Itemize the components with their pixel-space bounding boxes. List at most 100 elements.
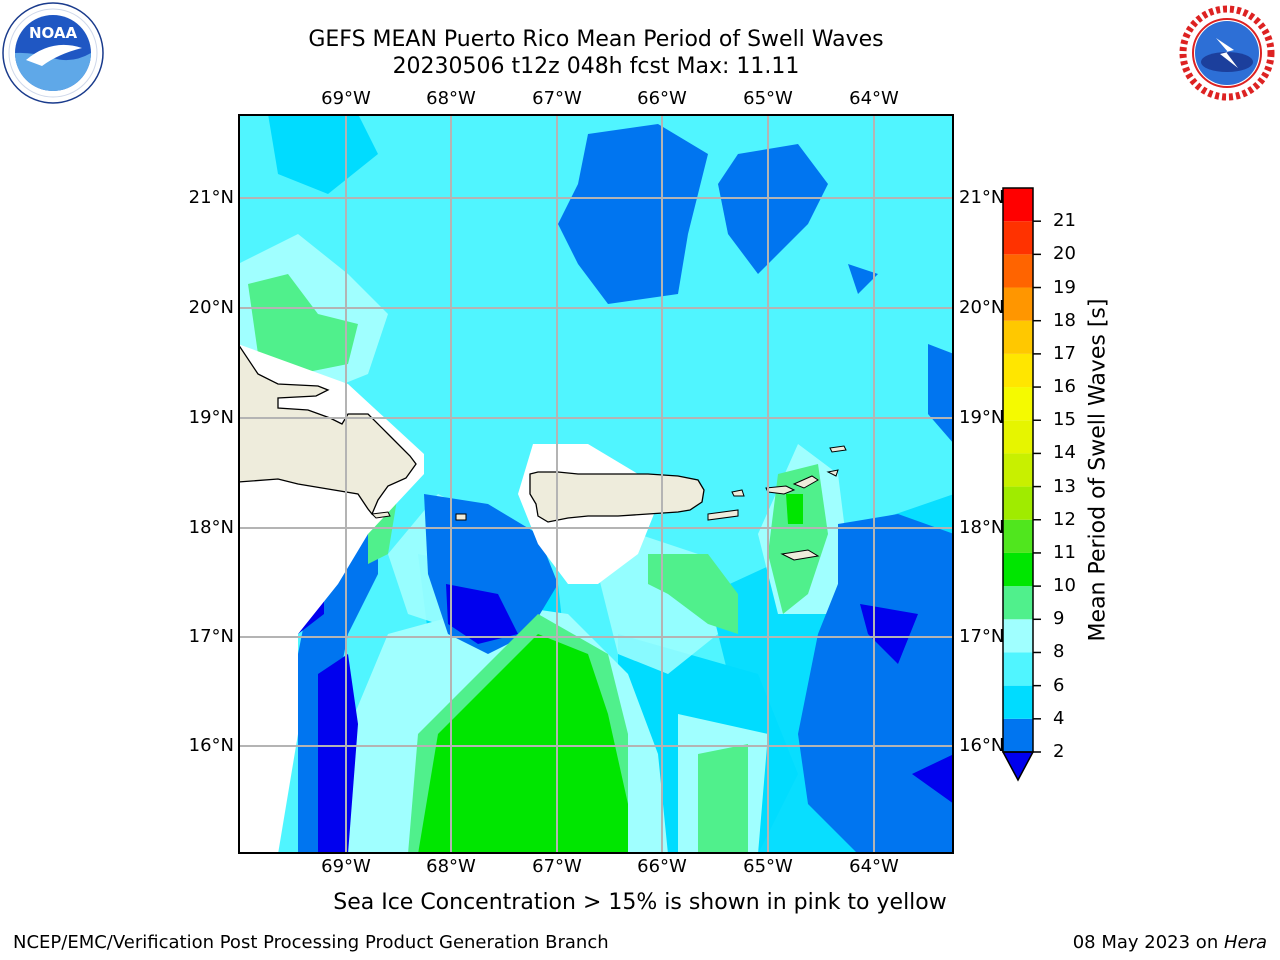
- colorbar-bin: [1003, 453, 1033, 487]
- colorbar-tick-label: 11: [1053, 541, 1076, 563]
- field-4-6s: [268, 114, 378, 194]
- field-9-10s: [698, 744, 748, 854]
- lon-label-bottom: 69°W: [321, 856, 371, 877]
- colorbar: [1001, 187, 1041, 782]
- lon-label-top: 69°W: [321, 88, 371, 109]
- lat-label-right: 21°N: [959, 187, 1005, 208]
- saona-land: [370, 511, 391, 519]
- colorbar-bin: [1003, 619, 1033, 653]
- colorbar-tick-label: 18: [1053, 309, 1076, 331]
- colorbar-bin: [1003, 552, 1033, 587]
- colorbar-bin: [1003, 320, 1033, 354]
- field-9-10s: [648, 554, 738, 634]
- colorbar-frame: [1002, 187, 1034, 753]
- hispaniola-land: [238, 342, 417, 516]
- field-10-11s: [418, 634, 628, 854]
- colorbar-tick-label: 4: [1053, 707, 1065, 729]
- noaa-logo: NOAA: [2, 2, 104, 104]
- colorbar-tick-label: 13: [1053, 475, 1076, 497]
- lat-label-right: 16°N: [959, 735, 1005, 756]
- lon-label-top: 65°W: [743, 88, 793, 109]
- culebra-land: [731, 489, 745, 497]
- colorbar-bin: [1003, 287, 1033, 321]
- lon-label-bottom: 65°W: [743, 856, 793, 877]
- field-2-4s: [848, 264, 878, 294]
- lat-label-left: 19°N: [188, 407, 234, 428]
- lon-label-bottom: 64°W: [849, 856, 899, 877]
- colorbar-underflow-triangle: [1001, 751, 1035, 782]
- colorbar-tick-label: 14: [1053, 442, 1076, 464]
- colorbar-bin: [1003, 586, 1033, 620]
- colorbar-bin: [1003, 221, 1033, 255]
- footer-date: 08 May 2023 on Hera: [1073, 932, 1267, 953]
- colorbar-tick-label: 8: [1053, 641, 1065, 663]
- lon-label-top: 68°W: [426, 88, 476, 109]
- colorbar-tick-label: 10: [1053, 575, 1076, 597]
- field-4-6s: [238, 114, 954, 854]
- field-10-11s: [786, 494, 803, 524]
- colorbar-tick-label: 6: [1053, 674, 1065, 696]
- field-9-10s: [248, 274, 358, 374]
- field-under-2s: [912, 754, 954, 804]
- colorbar-bin: [1003, 652, 1033, 686]
- nws-logo: [1178, 4, 1276, 102]
- map-frame: [238, 114, 954, 854]
- puerto-rico-land: [529, 471, 705, 523]
- colorbar-tick-label: 2: [1053, 741, 1065, 762]
- colorbar-bin: [1003, 387, 1033, 421]
- vieques-land: [707, 509, 739, 521]
- lon-label-top: 67°W: [532, 88, 582, 109]
- lat-label-left: 20°N: [188, 297, 234, 318]
- colorbar-bin: [1003, 188, 1033, 222]
- lat-label-left: 17°N: [188, 626, 234, 647]
- lon-label-bottom: 66°W: [637, 856, 687, 877]
- st-croix-land: [780, 549, 820, 561]
- forecast-subtitle: 20230506 t12z 048h fcst Max: 11.11: [392, 54, 800, 79]
- colorbar-tick-label: 20: [1053, 243, 1076, 265]
- footer-date-text: 08 May 2023 on: [1072, 932, 1224, 953]
- colorbar-bin: [1003, 486, 1033, 520]
- lat-label-left: 18°N: [188, 517, 234, 538]
- lon-label-top: 64°W: [849, 88, 899, 109]
- colorbar-bin: [1003, 685, 1033, 719]
- islet-land: [826, 469, 839, 477]
- colorbar-tick-label: 19: [1053, 276, 1076, 298]
- colorbar-tick-label: 17: [1053, 342, 1076, 364]
- colorbar-tick-label: 9: [1053, 608, 1065, 630]
- colorbar-tick-label: 12: [1053, 508, 1076, 530]
- footer-branch: NCEP/EMC/Verification Post Processing Pr…: [13, 932, 609, 953]
- field-9-10s: [768, 464, 828, 614]
- tortola-land: [792, 475, 819, 489]
- lon-label-bottom: 67°W: [532, 856, 582, 877]
- colorbar-tick-label: 16: [1053, 376, 1076, 398]
- lon-label-top: 66°W: [637, 88, 687, 109]
- colorbar-label: Mean Period of Swell Waves [s]: [1085, 298, 1111, 642]
- lat-label-left: 21°N: [188, 187, 234, 208]
- field-under-2s: [318, 654, 358, 854]
- colorbar-bin: [1003, 420, 1033, 454]
- colorbar-bin: [1003, 353, 1033, 388]
- colorbar-bin: [1003, 254, 1033, 288]
- colorbar-tick-label: 15: [1053, 409, 1076, 431]
- svg-text:NOAA: NOAA: [29, 24, 78, 42]
- field-2-4s: [798, 514, 954, 854]
- mona-island-land: [455, 513, 467, 521]
- field-2-4s: [558, 124, 708, 304]
- anegada-land: [829, 445, 847, 453]
- map-title: GEFS MEAN Puerto Rico Mean Period of Swe…: [308, 27, 884, 52]
- lon-label-bottom: 68°W: [426, 856, 476, 877]
- lat-label-right: 20°N: [959, 297, 1005, 318]
- lat-label-right: 19°N: [959, 407, 1005, 428]
- field-2-4s: [718, 144, 828, 274]
- lat-label-left: 16°N: [188, 735, 234, 756]
- footer-host: Hera: [1223, 932, 1267, 953]
- colorbar-tick-label: 21: [1053, 210, 1076, 232]
- sea-ice-note: Sea Ice Concentration > 15% is shown in …: [333, 890, 947, 915]
- field-under-2s: [446, 584, 518, 644]
- lat-label-right: 17°N: [959, 626, 1005, 647]
- lat-label-right: 18°N: [959, 517, 1005, 538]
- colorbar-bin: [1003, 519, 1033, 553]
- graticule: [238, 114, 954, 854]
- colorbar-bin: [1003, 718, 1033, 752]
- swell-period-map[interactable]: [238, 114, 954, 854]
